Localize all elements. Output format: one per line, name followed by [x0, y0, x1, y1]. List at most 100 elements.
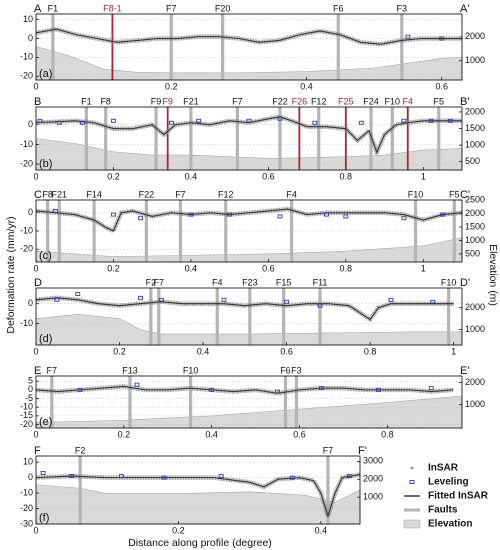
fault-line — [178, 200, 183, 262]
leveling-point — [358, 120, 364, 125]
fault-line — [157, 288, 161, 345]
fault-label: F8 — [42, 189, 53, 199]
leveling-point — [401, 216, 407, 221]
plot-frame — [35, 13, 463, 81]
leveling-point — [277, 116, 283, 121]
fault-label: F1 — [48, 3, 59, 13]
fault-label: F7 — [47, 365, 58, 375]
legend-label: InSAR — [428, 463, 459, 474]
leveling-point — [169, 120, 174, 125]
x-tick-label: 0.4 — [185, 171, 198, 181]
leveling-point — [439, 36, 445, 41]
fault-label: F8-1 — [103, 3, 122, 13]
fault-label: F13 — [122, 365, 138, 375]
insar-points — [35, 26, 462, 47]
x-tick-label: 0 — [33, 525, 38, 535]
fault-line — [437, 107, 441, 170]
x-tick-label: 0 — [33, 429, 38, 439]
fault-label: F8 — [100, 96, 111, 106]
leveling-point — [111, 212, 116, 217]
elevation-area — [35, 46, 463, 81]
leveling-point — [221, 297, 227, 302]
plot-frame — [35, 106, 463, 171]
x-tick-label: 0.6 — [280, 346, 293, 356]
y2-tick-label: 2500 — [465, 194, 485, 204]
y-tick-label: -30 — [20, 518, 33, 528]
leveling-point — [69, 474, 75, 479]
fault-label: F4 — [212, 277, 223, 287]
x-tick-label: 0.4 — [205, 429, 218, 439]
x-tick-label: 0.2 — [172, 525, 185, 535]
x-tick-label: 0.8 — [381, 429, 394, 439]
profile-end-label: F' — [358, 445, 367, 457]
fault-line — [215, 288, 219, 345]
y2-tick-label: 500 — [465, 248, 480, 258]
y-tick-label: -20 — [20, 419, 33, 429]
fault-line — [318, 288, 322, 345]
y2-tick-label: 1000 — [465, 399, 485, 409]
leveling-point — [77, 387, 83, 392]
y-tick-label: -10 — [20, 318, 33, 328]
x-tick-label: 0.8 — [340, 171, 353, 181]
y-tick-label: -20 — [20, 71, 33, 81]
plot-frame — [35, 375, 463, 429]
y-tick-label: -10 — [20, 402, 33, 412]
y2-tick-label: 2000 — [363, 474, 383, 484]
x-tick-label: 0.2 — [107, 263, 120, 273]
fault-line — [294, 376, 299, 428]
fault-label: F5 — [449, 189, 460, 199]
fault-line — [248, 288, 252, 345]
elevation-area — [35, 138, 463, 171]
fault-line — [336, 14, 340, 80]
leveling-point — [138, 216, 144, 221]
x-tick-label: 0.6 — [435, 81, 448, 91]
fault-line — [92, 200, 96, 262]
leveling-point — [218, 474, 224, 479]
leveling-point — [161, 475, 167, 480]
leveling-point — [428, 386, 434, 391]
profile-start-label: B — [34, 96, 41, 108]
fault-line — [400, 14, 404, 80]
x-tick-label: 0.2 — [107, 171, 120, 181]
leveling-point — [346, 474, 352, 479]
fault-line — [452, 200, 456, 262]
fault-label: F21 — [51, 189, 67, 199]
leveling-point — [209, 387, 215, 392]
y-axis-title: Deformation rate (mm/yr) — [5, 216, 17, 333]
y2-axis-title: Elevation (m) — [487, 244, 499, 306]
leveling-point — [111, 118, 116, 123]
fault-label: F21 — [183, 96, 199, 106]
y-tick-label: 0 — [28, 298, 33, 308]
y-tick-label: -20 — [20, 503, 33, 513]
fault-label: F24 — [363, 96, 379, 106]
x-tick-label: 0.4 — [315, 525, 328, 535]
profile-end-label: A' — [460, 3, 469, 15]
leveling-point — [440, 212, 446, 217]
leveling-point — [319, 386, 324, 391]
y-tick-label: -15 — [20, 410, 33, 420]
elevation-area — [35, 237, 463, 263]
x-tick-label: 0.4 — [185, 263, 198, 273]
leveling-point — [275, 389, 280, 394]
x-tick-label: 1 — [421, 171, 426, 181]
leveling-point — [246, 118, 252, 123]
y2-tick-label: 1500 — [465, 221, 485, 231]
fault-line — [128, 376, 132, 428]
fault-line — [78, 456, 82, 524]
fault-line — [57, 200, 61, 262]
x-tick-label: 0 — [33, 263, 38, 273]
legend-label: Leveling — [428, 477, 469, 488]
y-tick-label: 10 — [23, 14, 33, 24]
x-tick-label: 0.6 — [293, 429, 306, 439]
fitted-line — [35, 28, 462, 45]
panel-label: (c) — [39, 250, 52, 262]
x-tick-label: 1 — [421, 263, 426, 273]
fault-line — [189, 107, 193, 170]
x-tick-label: 0.4 — [197, 346, 210, 356]
leveling-point — [134, 382, 140, 387]
legend-symbol — [403, 519, 421, 529]
fault-label: F4 — [403, 96, 414, 106]
leveling-point — [196, 118, 202, 123]
leveling-point — [312, 120, 318, 125]
